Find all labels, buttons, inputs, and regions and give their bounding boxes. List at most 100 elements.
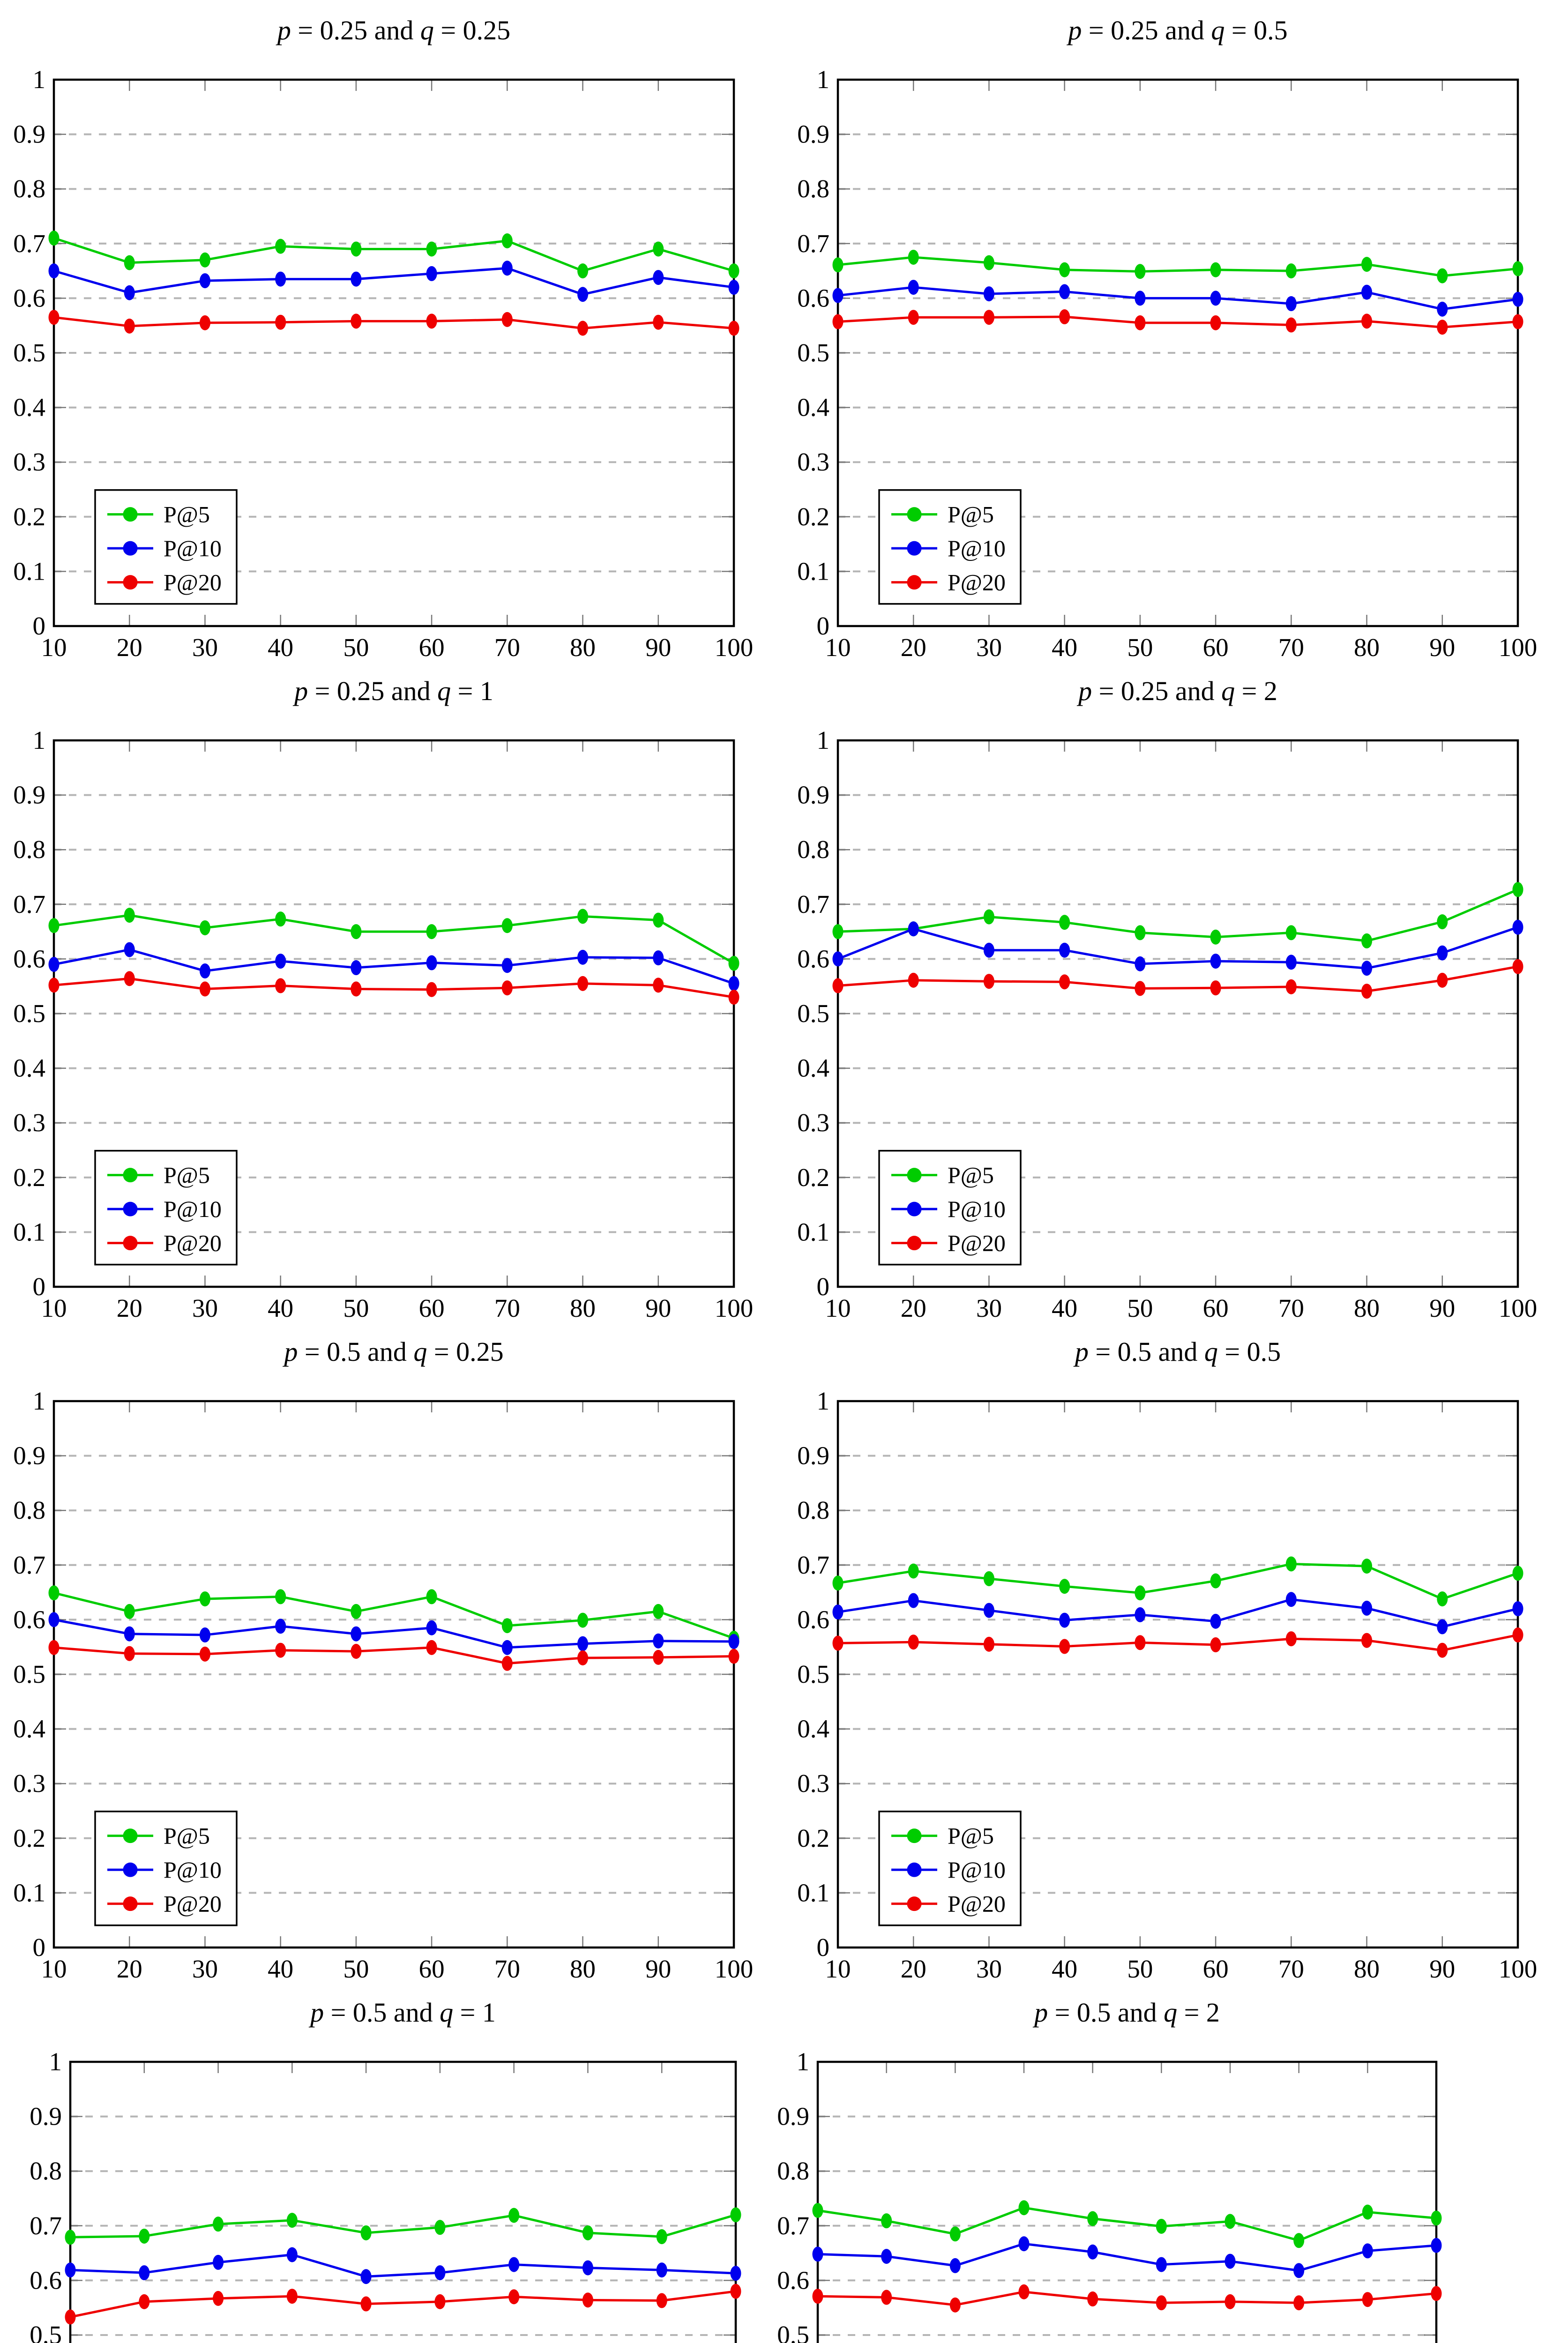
legend-label: P@10 xyxy=(948,1857,1006,1883)
y-axis-label: 0.8 xyxy=(13,835,45,864)
legend-marker-P@5 xyxy=(907,507,922,522)
chart-p0.25-q0.25: p = 0.25 and q = 0.25 0 0.1 0.2 0.3 0.4 0.5 0.6… xyxy=(0,0,784,662)
data-point-P@20 xyxy=(577,1650,589,1666)
data-point-P@20 xyxy=(1437,1642,1448,1658)
data-point-P@10 xyxy=(1285,955,1297,970)
axis-box xyxy=(52,78,735,627)
data-point-P@20 xyxy=(1512,314,1523,329)
data-point-P@5 xyxy=(983,909,994,925)
data-point-P@20 xyxy=(501,1656,513,1671)
data-point-P@10 xyxy=(1512,1601,1523,1617)
data-point-P@20 xyxy=(360,2296,372,2312)
data-point-P@20 xyxy=(1210,980,1221,996)
legend-label: P@10 xyxy=(164,1196,222,1222)
y-axis-label: 0.5 xyxy=(797,999,829,1028)
x-axis-label: 100 xyxy=(715,1955,754,1983)
y-axis-label: 0.4 xyxy=(797,1054,829,1082)
y-axis-label: 1 xyxy=(33,65,46,94)
data-point-P@20 xyxy=(1210,315,1221,330)
y-axis-label: 0.1 xyxy=(797,557,829,585)
data-point-P@5 xyxy=(1285,1556,1297,1572)
data-point-P@10 xyxy=(577,949,589,965)
y-axis-label: 0.6 xyxy=(13,1605,45,1634)
chart-p0.5-q2: p = 0.5 and q = 200.10.20.30.40.50.60.70… xyxy=(777,1982,1568,2343)
y-axis-label: 0.7 xyxy=(797,890,829,918)
data-point-P@20 xyxy=(351,313,362,329)
x-axis-label: 80 xyxy=(570,1955,596,1983)
y-axis-label: 0.7 xyxy=(13,1551,45,1579)
data-point-P@20 xyxy=(983,974,994,989)
data-point-P@20 xyxy=(908,310,919,325)
data-point-P@10 xyxy=(1059,942,1070,958)
data-point-P@10 xyxy=(908,280,919,295)
series-line-P@5 xyxy=(53,914,735,964)
data-point-P@20 xyxy=(1210,1637,1221,1653)
data-point-P@5 xyxy=(1361,1559,1373,1574)
y-axis-label: 0.3 xyxy=(797,1769,829,1798)
data-point-P@20 xyxy=(1135,315,1146,330)
chart-title: p = 0.5 and q = 0.5 xyxy=(1073,1336,1281,1367)
axis-box xyxy=(816,2060,1438,2343)
x-axis-label: 10 xyxy=(41,633,67,662)
legend-label: P@20 xyxy=(164,569,222,596)
legend-label: P@20 xyxy=(164,1891,222,1917)
series-line-P@20 xyxy=(837,1634,1518,1652)
x-axis-label: 80 xyxy=(570,1294,596,1322)
series-line-P@10 xyxy=(53,1618,734,1649)
data-point-P@10 xyxy=(730,2266,741,2281)
x-axis-label: 40 xyxy=(1052,1294,1077,1322)
y-axis-label: 1 xyxy=(49,2047,62,2076)
data-point-P@10 xyxy=(48,263,60,279)
chart-title: p = 0.5 and q = 0.25 xyxy=(282,1336,503,1367)
data-point-P@10 xyxy=(360,2269,372,2284)
data-point-P@5 xyxy=(139,2228,150,2244)
y-axis-label: 0.4 xyxy=(797,1715,829,1743)
data-point-P@10 xyxy=(983,942,994,958)
data-point-P@5 xyxy=(1285,925,1297,940)
y-axis-label: 0.6 xyxy=(777,2266,809,2294)
y-axis-label: 0.1 xyxy=(13,1878,45,1907)
data-point-P@5 xyxy=(1361,933,1373,948)
x-axis-label: 50 xyxy=(1127,1294,1153,1322)
data-point-P@10 xyxy=(65,2262,76,2278)
chart-p0.25-q1: p = 0.25 and q = 1 0 0.1 0.2 0.3 0.4 0.5 0.6 0.7… xyxy=(0,661,784,1322)
y-axis-label: 0.7 xyxy=(13,229,45,258)
legend-label: P@5 xyxy=(164,1162,210,1188)
data-point-P@5 xyxy=(124,908,135,923)
y-axis-label: 0.4 xyxy=(13,393,45,422)
y-axis-label: 0.8 xyxy=(797,174,829,203)
data-point-P@10 xyxy=(908,1593,919,1608)
data-point-P@20 xyxy=(983,310,994,325)
legend-marker-P@10 xyxy=(907,1862,922,1877)
data-point-P@10 xyxy=(351,960,362,976)
x-axis-label: 90 xyxy=(645,1294,671,1322)
legend-marker-P@20 xyxy=(907,1896,922,1911)
y-axis-label: 0.5 xyxy=(13,999,45,1028)
y-axis-label: 0.9 xyxy=(13,781,45,809)
data-point-P@5 xyxy=(1512,882,1523,897)
chart-p0.5-q0.5: p = 0.5 and q = 0.5 0 0.1 0.2 0.3 0.4 0.5 0.6 0.… xyxy=(784,1321,1568,1983)
axis-box xyxy=(836,78,1519,627)
y-axis-label: 0.3 xyxy=(797,448,829,476)
data-point-P@5 xyxy=(949,2226,961,2242)
series-line-P@20 xyxy=(817,2291,1437,2306)
data-point-P@20 xyxy=(124,1646,135,1661)
data-point-P@5 xyxy=(434,2220,446,2235)
x-axis-label: 40 xyxy=(1052,1955,1077,1983)
chart-canvas: p = 0.25 and q = 1 0 0.1 0.2 0.3 0.4 0.5 0.6 0.7… xyxy=(13,676,753,1322)
legend-label: P@20 xyxy=(948,1230,1006,1256)
y-axis-label: 0.5 xyxy=(13,338,45,367)
legend-box xyxy=(94,1810,238,1926)
x-axis-label: 30 xyxy=(192,1294,218,1322)
x-axis-label: 70 xyxy=(494,1294,520,1322)
data-point-P@5 xyxy=(1210,1573,1221,1589)
data-point-P@5 xyxy=(351,241,362,257)
data-point-P@10 xyxy=(1210,1613,1221,1629)
data-point-P@10 xyxy=(48,957,60,972)
y-axis-label: 0.4 xyxy=(13,1715,45,1743)
data-point-P@5 xyxy=(1059,262,1070,277)
y-axis-label: 0.8 xyxy=(777,2156,809,2185)
x-axis-label: 80 xyxy=(1354,633,1380,662)
y-axis-label: 0.7 xyxy=(13,890,45,918)
